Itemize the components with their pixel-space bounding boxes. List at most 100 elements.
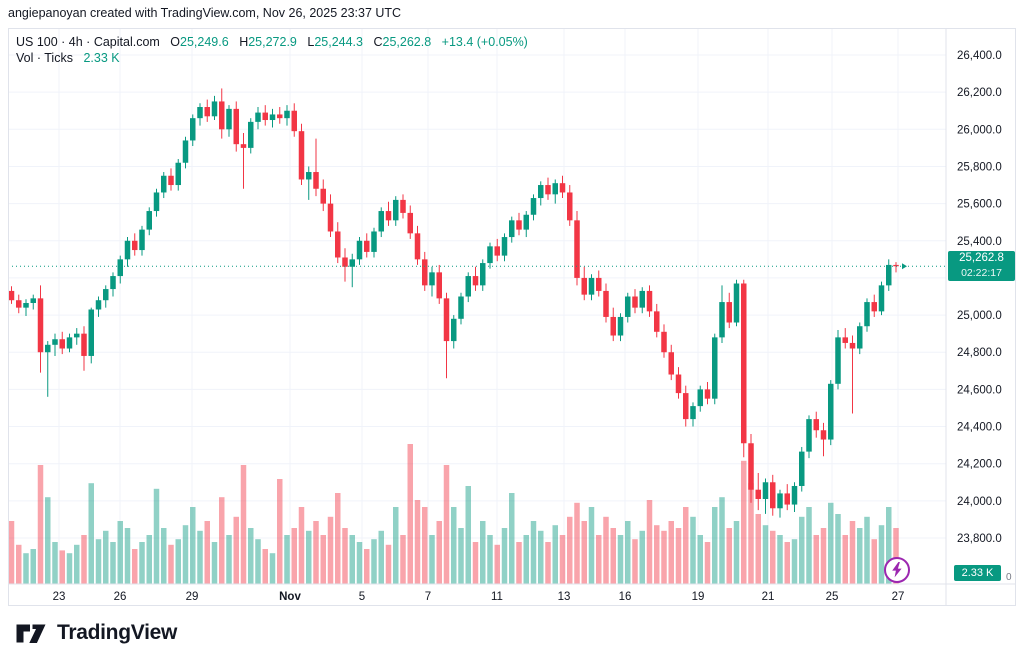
candle-body — [117, 259, 123, 277]
candle-body — [646, 290, 653, 312]
candle-body — [45, 344, 51, 353]
candle-body — [335, 231, 341, 258]
volume-bar — [37, 465, 44, 584]
candle-body — [407, 212, 413, 234]
volume-bar — [182, 525, 189, 584]
candle-body — [842, 337, 848, 343]
time-axis-label[interactable]: Nov — [279, 591, 301, 603]
volume-bar — [733, 521, 740, 584]
footer-branding[interactable]: TradingView — [14, 618, 177, 648]
volume-bar — [378, 530, 384, 584]
time-axis-label[interactable]: 23 — [53, 591, 66, 603]
volume-bar — [59, 550, 65, 584]
volume-bar — [770, 530, 776, 584]
candle-body — [849, 342, 856, 349]
price-axis-label[interactable]: 24,200.0 — [957, 459, 1002, 471]
volume-bar — [364, 549, 370, 584]
price-axis-label[interactable]: 24,600.0 — [957, 384, 1002, 396]
price-axis-label[interactable]: 24,000.0 — [957, 496, 1002, 508]
volume-bar — [842, 535, 848, 584]
time-axis-label[interactable]: 26 — [114, 591, 127, 603]
low-value: 25,244.3 — [314, 35, 363, 49]
candle-body — [197, 107, 203, 119]
candle-body — [451, 318, 457, 342]
volume-bar — [313, 521, 319, 584]
volume-label: Vol · Ticks — [16, 51, 73, 65]
volume-bar — [697, 535, 703, 584]
candle-body — [110, 276, 116, 290]
candle-body — [393, 199, 399, 221]
time-axis-label[interactable]: 11 — [491, 591, 503, 603]
volume-bar — [538, 530, 544, 584]
candlestick-chart[interactable]: 26,400.0 26,200.0 26,000.0 25,800.0 25,600.0… — [8, 28, 1016, 606]
candle-body — [661, 331, 667, 353]
price-axis-label[interactable]: 25,400.0 — [957, 236, 1002, 248]
candle-body — [552, 183, 558, 195]
price-axis-label[interactable]: 25,800.0 — [957, 161, 1002, 173]
volume-bar — [146, 535, 152, 584]
time-axis-label[interactable]: 29 — [186, 591, 199, 603]
price-axis-label[interactable]: 26,200.0 — [957, 87, 1002, 99]
volume-bar — [748, 483, 754, 584]
time-axis-label[interactable]: 27 — [892, 591, 905, 603]
volume-bar — [813, 535, 819, 584]
volume-bar — [88, 483, 94, 584]
price-axis-label[interactable]: 26,400.0 — [957, 50, 1002, 62]
candle-body — [233, 108, 239, 145]
time-axis-label[interactable]: 21 — [762, 591, 775, 603]
time-axis-label[interactable]: 19 — [692, 591, 705, 603]
chart-frame — [8, 28, 1016, 606]
candle-body — [501, 237, 508, 256]
time-axis-label[interactable]: 13 — [558, 591, 571, 603]
candle-body — [204, 107, 210, 117]
price-axis-label[interactable]: 26,000.0 — [957, 124, 1002, 136]
candle-body — [596, 277, 602, 291]
time-axis-label[interactable]: 16 — [619, 591, 632, 603]
volume-bar — [66, 553, 73, 584]
volume-bar — [349, 535, 355, 584]
volume-bar — [8, 521, 15, 584]
volume-bar — [306, 530, 312, 584]
candle-body — [864, 302, 870, 327]
volume-bar — [654, 525, 660, 584]
candle-body — [828, 383, 834, 440]
time-axis-label[interactable]: 5 — [359, 591, 365, 603]
candle-body — [400, 199, 406, 213]
price-axis-label[interactable]: 23,800.0 — [957, 533, 1002, 545]
volume-bar — [226, 535, 232, 584]
volume-axis-label: 2.33 K — [954, 565, 1001, 581]
price-axis-label[interactable]: 25,600.0 — [957, 199, 1002, 211]
close-value: 25,262.8 — [382, 35, 432, 49]
price-axis-label[interactable]: 25,000.0 — [957, 310, 1002, 322]
open-value: 25,249.6 — [180, 35, 229, 49]
volume-bar — [799, 516, 805, 584]
candle-body — [893, 264, 899, 267]
time-axis-label[interactable]: 25 — [826, 591, 839, 603]
volume-bar — [712, 507, 718, 584]
candle-body — [632, 296, 638, 308]
volume-bar — [501, 528, 508, 584]
volume-bar — [95, 539, 102, 584]
candle-body — [762, 482, 769, 499]
candle-body — [88, 309, 94, 356]
candle-body — [95, 300, 102, 310]
time-axis-label[interactable]: 7 — [425, 591, 431, 603]
price-axis-label[interactable]: 24,400.0 — [957, 422, 1002, 434]
candle-body — [168, 175, 174, 186]
candle-body — [422, 259, 428, 286]
volume-bar — [806, 507, 812, 584]
volume-bar — [233, 516, 239, 584]
candle-body — [690, 406, 696, 420]
legend-symbol-row: US 100 · 4h · Capital.com O25,249.6 H25,… — [16, 34, 528, 50]
volume-bar — [211, 542, 218, 584]
open-label: O — [170, 35, 181, 49]
candle-body — [712, 337, 718, 399]
flash-lightning-button[interactable] — [884, 557, 910, 583]
chart-container[interactable]: 26,400.0 26,200.0 26,000.0 25,800.0 25,600.0… — [8, 28, 1016, 606]
volume-bar — [190, 507, 196, 584]
price-axis-label[interactable]: 24,800.0 — [957, 347, 1002, 359]
candle-body — [313, 172, 319, 189]
candle-body — [820, 430, 827, 440]
volume-bar — [139, 542, 145, 584]
volume-bar — [45, 497, 51, 584]
